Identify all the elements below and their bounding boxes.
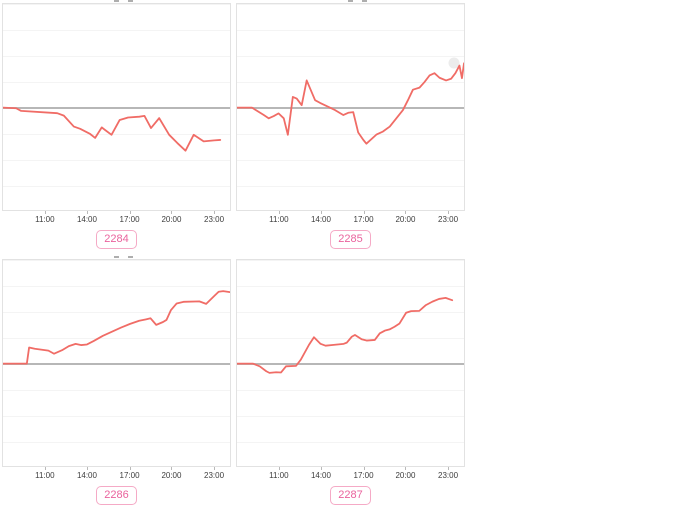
x-tick-label: 11:00 [35,215,55,224]
chart-plot[interactable] [2,259,231,467]
x-axis-tick [129,211,131,214]
x-tick-label: 17:00 [119,215,140,224]
clipped-title-fragment [236,0,465,3]
x-tick-label: 20:00 [395,471,416,480]
x-tick-label: 20:00 [161,471,182,480]
chart-badge[interactable]: 2285 [330,230,371,249]
x-axis-tick [44,211,46,214]
x-tick-label: 17:00 [119,471,140,480]
chart-cell-2286: 11:00 14:00 17:00 20:00 23:00 2286 [2,256,231,512]
x-axis-tick [278,467,280,470]
x-axis-tick [278,211,280,214]
chart-plot[interactable] [2,3,231,211]
x-axis-labels: 11:00 14:00 17:00 20:00 23:00 [2,467,231,486]
x-axis-tick [448,211,450,214]
x-axis-tick [171,467,173,470]
zero-baseline [3,106,230,109]
chart-cell-2287: 11:00 14:00 17:00 20:00 23:00 2287 [236,256,465,512]
line-series [3,4,230,210]
x-axis-tick [320,211,322,214]
chart-badge[interactable]: 2287 [330,486,371,505]
x-axis-tick [405,467,407,470]
x-axis-labels: 11:00 14:00 17:00 20:00 23:00 [236,467,465,486]
x-tick-label: 11:00 [35,471,55,480]
x-tick-label: 17:00 [353,215,374,224]
chart-plot[interactable] [236,3,465,211]
x-axis-tick [44,467,46,470]
hover-marker-dot [448,57,460,68]
x-axis-tick [363,467,365,470]
line-series [237,4,464,210]
x-axis-tick [86,211,88,214]
x-tick-label: 14:00 [310,215,331,224]
clipped-title-fragment [2,256,231,259]
x-tick-label: 14:00 [76,471,97,480]
x-tick-label: 23:00 [438,215,459,224]
x-axis-tick [214,211,216,214]
x-tick-label: 20:00 [395,215,416,224]
x-tick-label: 14:00 [310,471,331,480]
chart-badge[interactable]: 2286 [96,486,137,505]
x-axis-tick [363,211,365,214]
x-axis-tick [129,467,131,470]
x-tick-label: 17:00 [353,471,374,480]
x-tick-label: 23:00 [438,471,459,480]
chart-badge[interactable]: 2284 [96,230,137,249]
x-axis-tick [405,211,407,214]
chart-plot[interactable] [236,259,465,467]
x-tick-label: 23:00 [204,471,225,480]
zero-baseline [3,362,230,365]
zero-baseline [237,106,464,109]
line-series [3,260,230,466]
line-series [237,260,464,466]
x-axis-tick [214,467,216,470]
clipped-title-fragment [2,0,231,3]
x-axis-labels: 11:00 14:00 17:00 20:00 23:00 [2,211,231,230]
x-tick-label: 23:00 [204,215,225,224]
chart-cell-2284: 11:00 14:00 17:00 20:00 23:00 2284 [2,0,231,256]
x-axis-tick [448,467,450,470]
x-axis-tick [86,467,88,470]
x-axis-tick [320,467,322,470]
chart-cell-2285: 11:00 14:00 17:00 20:00 23:00 2285 [236,0,465,256]
x-tick-label: 11:00 [269,215,289,224]
zero-baseline [237,362,464,365]
x-axis-tick [171,211,173,214]
x-tick-label: 20:00 [161,215,182,224]
x-axis-labels: 11:00 14:00 17:00 20:00 23:00 [236,211,465,230]
x-tick-label: 14:00 [76,215,97,224]
x-tick-label: 11:00 [269,471,289,480]
